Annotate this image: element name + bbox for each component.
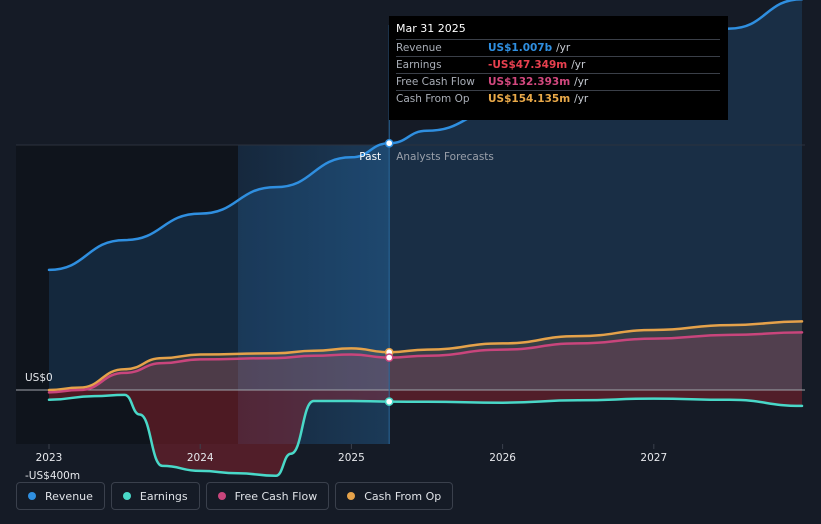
tooltip: Mar 31 2025 Revenue US$1.007b /yr Earnin… bbox=[389, 16, 728, 120]
forecast-label: Analysts Forecasts bbox=[396, 151, 494, 163]
free-cash-flow-area bbox=[49, 332, 802, 393]
tooltip-label: Free Cash Flow bbox=[396, 76, 475, 88]
legend-label: Earnings bbox=[139, 489, 188, 503]
tooltip-value: -US$47.349m bbox=[488, 59, 568, 71]
tooltip-row-free-cash-flow: Free Cash Flow US$132.393m /yr bbox=[396, 73, 720, 90]
tooltip-value: US$1.007b bbox=[488, 42, 553, 54]
cash-from-op-line bbox=[47, 320, 804, 392]
y-tick-label: US$0 bbox=[25, 372, 53, 384]
tooltip-date: Mar 31 2025 bbox=[396, 22, 466, 35]
tooltip-unit: /yr bbox=[574, 93, 589, 105]
legend-dot-icon bbox=[28, 492, 36, 500]
legend-dot-icon bbox=[217, 492, 226, 500]
revenue-point bbox=[384, 138, 394, 148]
legend-label: Free Cash Flow bbox=[234, 489, 318, 503]
x-tick-label: 2023 bbox=[36, 452, 63, 464]
x-tick-label: 2026 bbox=[489, 452, 516, 464]
legend-dot-icon bbox=[347, 492, 356, 500]
legend-item-earnings[interactable]: Earnings bbox=[110, 482, 200, 510]
earnings-area bbox=[49, 390, 802, 476]
legend-label: Revenue bbox=[45, 489, 93, 503]
tooltip-label: Cash From Op bbox=[396, 93, 470, 105]
past-label: Past bbox=[359, 151, 381, 163]
highlight-region bbox=[238, 145, 390, 444]
y-tick-label: -US$400m bbox=[25, 470, 80, 480]
x-tick-label: 2025 bbox=[338, 452, 365, 464]
tooltip-value: US$132.393m bbox=[488, 76, 571, 88]
earnings-line bbox=[47, 393, 804, 478]
tooltip-value: US$154.135m bbox=[488, 93, 571, 105]
legend: Revenue Earnings Free Cash Flow Cash Fro… bbox=[16, 482, 454, 510]
legend-dot-icon bbox=[122, 492, 131, 500]
free-cash-flow-line bbox=[47, 331, 804, 394]
free-cash-flow-point bbox=[384, 353, 394, 362]
tooltip-unit: /yr bbox=[571, 59, 586, 71]
past-region bbox=[16, 145, 238, 444]
tooltip-row-revenue: Revenue US$1.007b /yr bbox=[396, 39, 720, 56]
tooltip-label: Earnings bbox=[396, 59, 442, 71]
earnings-point bbox=[384, 397, 394, 406]
tooltip-row-earnings: Earnings -US$47.349m /yr bbox=[396, 56, 720, 73]
legend-item-cash-from-op[interactable]: Cash From Op bbox=[335, 482, 454, 510]
x-tick-label: 2024 bbox=[187, 452, 214, 464]
tooltip-unit: /yr bbox=[574, 76, 589, 88]
x-tick-label: 2027 bbox=[640, 452, 667, 464]
legend-label: Cash From Op bbox=[364, 489, 442, 503]
legend-item-free-cash-flow[interactable]: Free Cash Flow bbox=[205, 482, 330, 510]
tooltip-label: Revenue bbox=[396, 42, 442, 54]
tooltip-row-cash-from-op: Cash From Op US$154.135m /yr bbox=[396, 90, 720, 107]
legend-item-revenue[interactable]: Revenue bbox=[16, 482, 105, 510]
tooltip-unit: /yr bbox=[556, 42, 571, 54]
